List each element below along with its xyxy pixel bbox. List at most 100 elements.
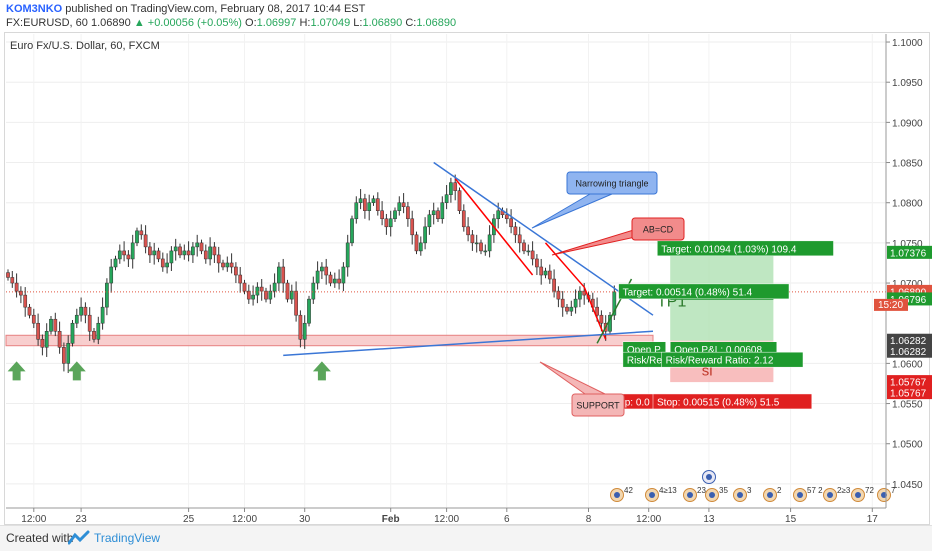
candle	[135, 227, 139, 247]
price-badge: 1.07376	[887, 245, 932, 259]
candle	[388, 210, 393, 237]
candle-body	[100, 306, 105, 324]
callouts[interactable]: Narrowing triangle AB=CD SUPPORT	[531, 171, 685, 417]
y-tick-label: 1.0450	[892, 480, 923, 491]
candle-body	[599, 314, 604, 324]
candle-body	[264, 290, 268, 300]
candle	[130, 234, 135, 269]
tradingview-brand[interactable]: TradingView	[94, 531, 161, 545]
trend-line	[433, 161, 654, 316]
rr-badge-text: Risk/Reward Ratio: 2.12	[666, 356, 774, 367]
x-tick-label: 15	[785, 514, 797, 525]
event-flag-core	[709, 492, 715, 498]
candle-body	[509, 218, 513, 228]
candle-body	[10, 277, 15, 284]
candle-body	[165, 262, 169, 268]
event-flag-core	[706, 474, 712, 480]
y-tick-label: 1.1000	[892, 38, 923, 49]
candle	[216, 246, 221, 273]
event-count: 23	[697, 486, 706, 495]
candle-body	[461, 210, 466, 228]
candle	[384, 213, 389, 235]
candle	[173, 238, 178, 261]
candle	[57, 321, 62, 354]
callout[interactable]: SUPPORT	[539, 361, 625, 417]
candle	[14, 273, 19, 298]
price-badge: 1.05767	[887, 386, 932, 400]
event-icon[interactable]: 72	[851, 486, 875, 502]
candle-body	[277, 266, 281, 284]
event-icon[interactable]: 4≥13	[645, 486, 678, 502]
candle	[427, 209, 432, 235]
candle	[410, 210, 415, 245]
candle	[328, 271, 333, 287]
callout-box	[566, 171, 658, 195]
candle-body	[483, 250, 488, 253]
candle	[612, 285, 617, 321]
event-icon[interactable]: 3	[733, 486, 753, 502]
support-zone	[5, 334, 654, 347]
candle-body	[431, 210, 436, 216]
candle	[573, 289, 578, 314]
candle-body	[208, 246, 212, 260]
position-labels: Target: 0.01094 (1.03%) 109.4 Target: 0.0…	[605, 240, 834, 410]
x-tick-label: 12:00	[232, 514, 257, 525]
candle	[234, 262, 238, 284]
event-icon[interactable]: 23	[683, 486, 707, 502]
sl-label: sl	[702, 362, 713, 379]
candle	[504, 208, 509, 224]
event-icon[interactable]: 2≥3	[823, 486, 851, 502]
candle-body	[294, 290, 298, 316]
candle	[49, 315, 53, 335]
candle	[474, 234, 479, 253]
candle	[307, 295, 311, 327]
event-icon[interactable]: 57 2	[793, 486, 824, 502]
candle-body	[440, 202, 445, 220]
candle-body	[401, 202, 406, 207]
trend-line	[544, 242, 585, 288]
candle-body	[135, 230, 139, 244]
event-count: 7	[891, 486, 896, 495]
candle	[242, 279, 247, 295]
candle	[36, 313, 40, 346]
low-label: L:	[353, 17, 363, 29]
candle	[423, 217, 427, 250]
candle-body	[569, 306, 574, 312]
candle	[53, 312, 58, 337]
candle	[79, 297, 83, 322]
candle-body	[444, 194, 449, 203]
candle	[397, 196, 402, 216]
candle	[272, 273, 277, 298]
event-icon[interactable]: 35	[705, 486, 729, 502]
candle-body	[530, 250, 535, 260]
event-icons[interactable]: 42 4≥13 23 35 3 2 57 2 2≥3 72 7	[610, 470, 897, 502]
candle-body	[332, 278, 337, 284]
rr-badge: Risk/Reward Ratio: 2.12	[661, 351, 804, 368]
y-tick-label: 1.0500	[892, 440, 923, 451]
candle	[74, 308, 79, 329]
candle-body	[560, 298, 565, 308]
candle-body	[470, 234, 475, 244]
candle-body	[74, 314, 79, 324]
candle-body	[14, 282, 19, 292]
candle	[461, 204, 466, 232]
candle-body	[384, 218, 389, 228]
event-icon[interactable]: 42	[610, 486, 634, 502]
candle	[444, 185, 449, 210]
target-badge-text: Target: 0.01094 (1.03%) 109.4	[661, 244, 797, 255]
event-icon[interactable]: 2	[763, 486, 783, 502]
candle	[148, 242, 152, 263]
callout[interactable]: Narrowing triangle	[531, 171, 658, 229]
trend-lines[interactable]	[6, 161, 886, 381]
y-tick-label: 1.0600	[892, 359, 923, 370]
candle	[229, 253, 234, 274]
candle-body	[221, 262, 225, 268]
author-name[interactable]: KOM3NKO	[6, 3, 63, 15]
target2-badge-text: Target: 0.00514 (0.48%) 51.4	[623, 287, 753, 298]
candle	[251, 285, 255, 306]
ohlc-line: FX:EURUSD, 60 1.06890 ▲ +0.00056 (+0.05%…	[6, 17, 456, 29]
callout[interactable]: AB=CD	[551, 217, 685, 256]
candle-body	[109, 266, 114, 284]
stop-short-badge-text: Stop: 0.0	[610, 397, 650, 408]
